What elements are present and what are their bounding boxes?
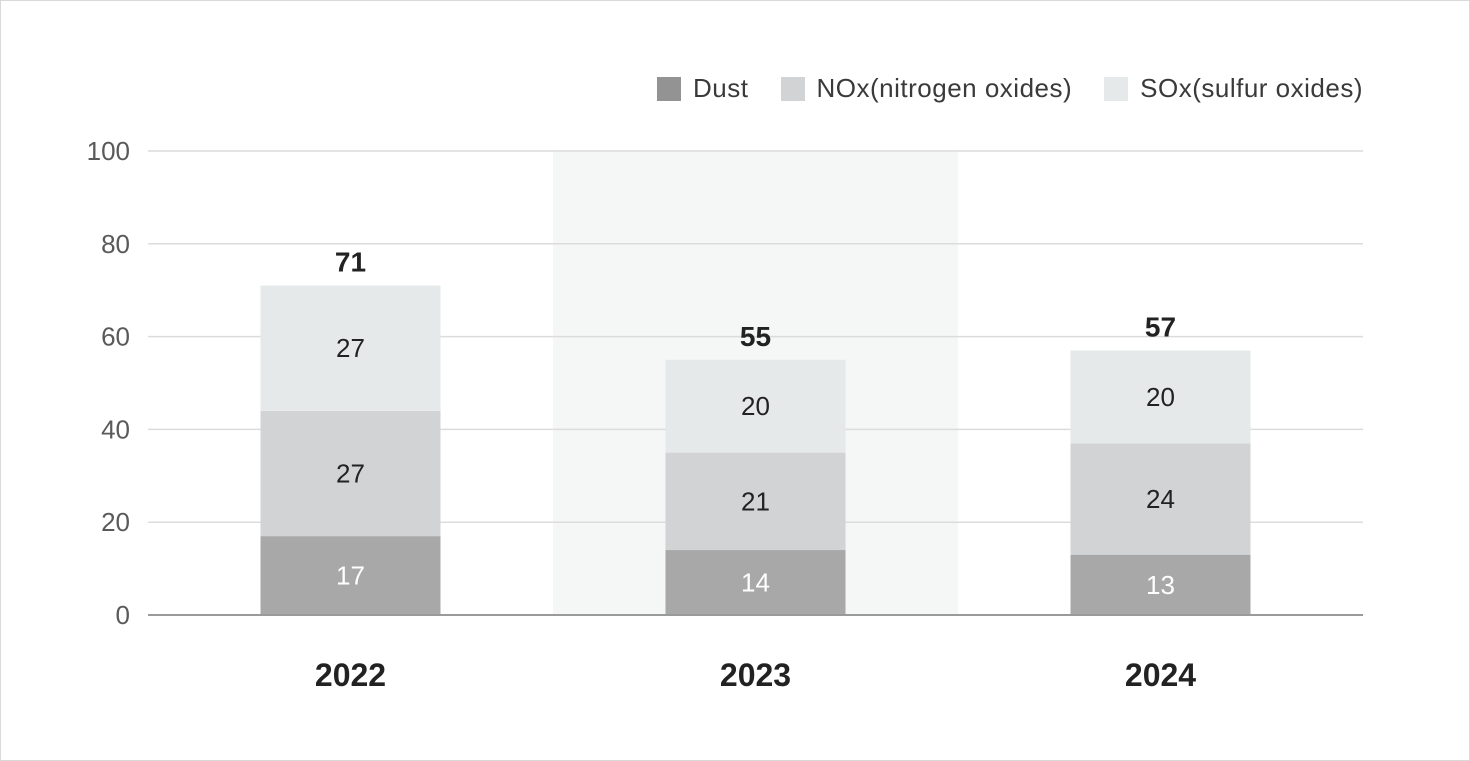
x-category-label-2024: 2024 xyxy=(1125,657,1196,693)
bar-segment-2022-2 xyxy=(260,285,441,411)
bar-segment-2024-0 xyxy=(1070,554,1251,615)
segment-value-label-2022-2: 27 xyxy=(336,333,365,363)
segment-value-label-2022-1: 27 xyxy=(336,458,365,488)
y-tick-label-0: 0 xyxy=(116,600,130,630)
legend-swatch-sox xyxy=(1104,76,1129,101)
segment-value-label-2022-0: 17 xyxy=(336,561,365,591)
legend-swatch-dust xyxy=(657,76,682,101)
segment-value-label-2024-1: 24 xyxy=(1146,484,1175,514)
segment-value-label-2023-1: 21 xyxy=(741,486,770,516)
total-value-label-2023: 55 xyxy=(740,321,771,352)
legend-swatch-nox xyxy=(780,76,805,101)
bar-segment-2023-2 xyxy=(665,359,846,453)
y-tick-label-20: 20 xyxy=(101,507,130,537)
bar-segment-2023-1 xyxy=(665,452,846,551)
bar-segment-2022-0 xyxy=(260,536,441,615)
bar-segment-2024-1 xyxy=(1070,443,1251,555)
bar-segment-2023-0 xyxy=(665,550,846,615)
y-tick-label-80: 80 xyxy=(101,229,130,259)
legend-item-sox: SOx(sulfur oxides) xyxy=(1104,73,1363,104)
chart-legend: Dust NOx(nitrogen oxides) SOx(sulfur oxi… xyxy=(657,73,1363,104)
legend-item-nox: NOx(nitrogen oxides) xyxy=(780,73,1073,104)
x-category-label-2022: 2022 xyxy=(315,657,386,693)
segment-value-label-2023-0: 14 xyxy=(741,568,770,598)
total-value-label-2022: 71 xyxy=(335,247,366,278)
legend-label-sox: SOx(sulfur oxides) xyxy=(1140,73,1363,103)
y-tick-label-100: 100 xyxy=(87,136,130,166)
x-category-label-2023: 2023 xyxy=(720,657,791,693)
bar-segment-2022-1 xyxy=(260,410,441,537)
segment-value-label-2023-2: 20 xyxy=(741,391,770,421)
legend-label-nox: NOx(nitrogen oxides) xyxy=(816,73,1073,103)
segment-value-label-2024-2: 20 xyxy=(1146,382,1175,412)
segment-value-label-2024-0: 13 xyxy=(1146,570,1175,600)
y-tick-label-40: 40 xyxy=(101,414,130,444)
total-value-label-2024: 57 xyxy=(1145,312,1176,343)
y-tick-label-60: 60 xyxy=(101,322,130,352)
legend-label-dust: Dust xyxy=(693,73,749,103)
legend-item-dust: Dust xyxy=(657,73,748,104)
bar-segment-2024-2 xyxy=(1070,350,1251,444)
